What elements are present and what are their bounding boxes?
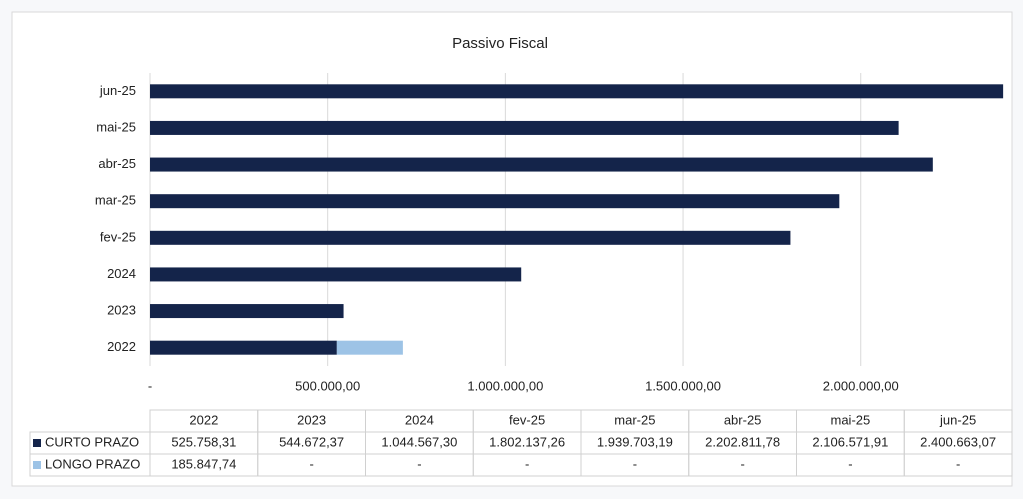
- bar-segment: [150, 194, 840, 209]
- table-header: mar-25: [614, 412, 655, 427]
- table-value: -: [740, 456, 744, 471]
- table-value: -: [417, 456, 421, 471]
- y-tick-label: jun-25: [99, 83, 136, 98]
- table-value: 1.802.137,26: [489, 434, 565, 449]
- table-value: 2.106.571,91: [812, 434, 888, 449]
- y-tick-label: mai-25: [96, 119, 136, 134]
- table-value: -: [633, 456, 637, 471]
- y-tick-label: mar-25: [95, 193, 136, 208]
- bar-segment: [150, 84, 1004, 99]
- x-tick-label: 1.000.000,00: [467, 378, 543, 393]
- table-value: 525.758,31: [171, 434, 236, 449]
- bar-segment: [150, 120, 899, 135]
- x-tick-label: 2.000.000,00: [823, 378, 899, 393]
- table-header: jun-25: [939, 412, 976, 427]
- bar-segment: [336, 340, 403, 355]
- table-value: 544.672,37: [279, 434, 344, 449]
- table-value: 2.202.811,78: [705, 434, 780, 449]
- table-header: 2022: [189, 412, 218, 427]
- y-tick-label: 2022: [107, 339, 136, 354]
- legend-swatch: [33, 439, 41, 447]
- table-value: -: [848, 456, 852, 471]
- table-header: fev-25: [509, 412, 545, 427]
- bar-segment: [150, 304, 344, 319]
- y-tick-label: fev-25: [100, 229, 136, 244]
- bar-segment: [150, 157, 933, 172]
- x-tick-label: 1.500.000,00: [645, 378, 721, 393]
- table-value: 1.939.703,19: [597, 434, 673, 449]
- table-header: mai-25: [831, 412, 871, 427]
- bar-segment: [150, 267, 522, 282]
- y-tick-label: 2023: [107, 303, 136, 318]
- y-tick-label: 2024: [107, 266, 136, 281]
- table-cell: [903, 409, 1013, 477]
- legend-swatch: [33, 461, 41, 469]
- table-value: 2.400.663,07: [920, 434, 996, 449]
- table-value: -: [309, 456, 313, 471]
- legend-label: LONGO PRAZO: [45, 456, 140, 471]
- bar-segment: [150, 340, 337, 355]
- table-value: -: [525, 456, 529, 471]
- table-value: -: [956, 456, 960, 471]
- table-value: 185.847,74: [171, 456, 236, 471]
- table-value: 1.044.567,30: [381, 434, 457, 449]
- y-tick-label: abr-25: [98, 156, 136, 171]
- chart-title: Passivo Fiscal: [452, 35, 548, 52]
- table-header: 2023: [297, 412, 326, 427]
- bar-segment: [150, 230, 791, 245]
- x-tick-label: -: [148, 378, 152, 393]
- table-header: abr-25: [724, 412, 762, 427]
- table-header: 2024: [405, 412, 434, 427]
- legend-label: CURTO PRAZO: [45, 434, 139, 449]
- x-tick-label: 500.000,00: [295, 378, 360, 393]
